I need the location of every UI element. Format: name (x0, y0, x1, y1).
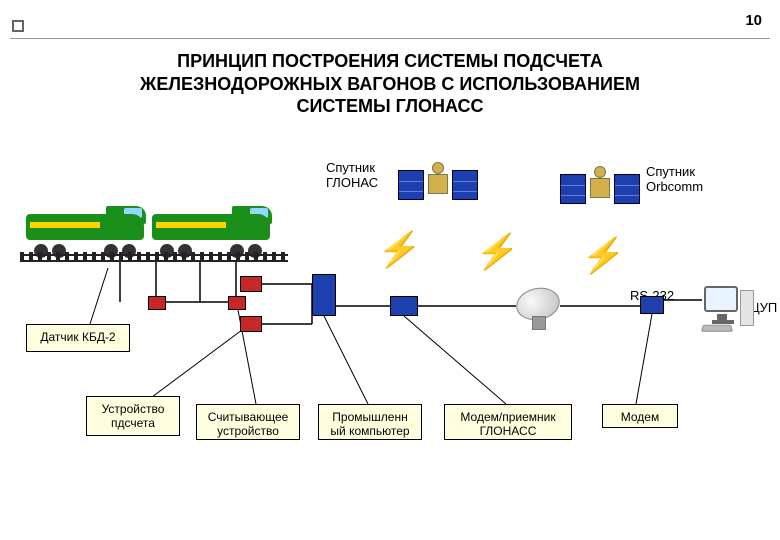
counter-box-icon (240, 276, 262, 292)
reader-box-icon (148, 296, 166, 310)
callout-counter-device: Устройство пдсчета (86, 396, 180, 436)
signal-bolt-icon: ⚡ (580, 236, 627, 276)
label-sat-orbcomm: Спутник Orbcomm (646, 164, 703, 194)
modem-box-icon (640, 296, 664, 314)
satellite-glonass-icon (398, 160, 478, 210)
callout-modem: Модем (602, 404, 678, 428)
label-sat-glonass: Спутник ГЛОНАС (326, 160, 378, 190)
callout-industrial-pc: Промышленн ый компьютер (318, 404, 422, 440)
satellite-orbcomm-icon (560, 164, 640, 214)
industrial-pc-box-icon (312, 274, 336, 316)
callout-reader: Считывающее устройство (196, 404, 300, 440)
counter-box-icon (240, 316, 262, 332)
computer-icon (704, 286, 738, 312)
reader-box-icon (228, 296, 246, 310)
ground-dish-icon (516, 288, 560, 320)
diagram-canvas (0, 0, 780, 540)
callout-sensor: Датчик КБД-2 (26, 324, 130, 352)
callout-modem-receiver: Модем/приемник ГЛОНАСС (444, 404, 572, 440)
modem-receiver-box-icon (390, 296, 418, 316)
signal-bolt-icon: ⚡ (376, 230, 423, 270)
rails-icon (20, 252, 288, 262)
signal-bolt-icon: ⚡ (474, 232, 521, 272)
label-cup: ЦУП (750, 300, 777, 315)
